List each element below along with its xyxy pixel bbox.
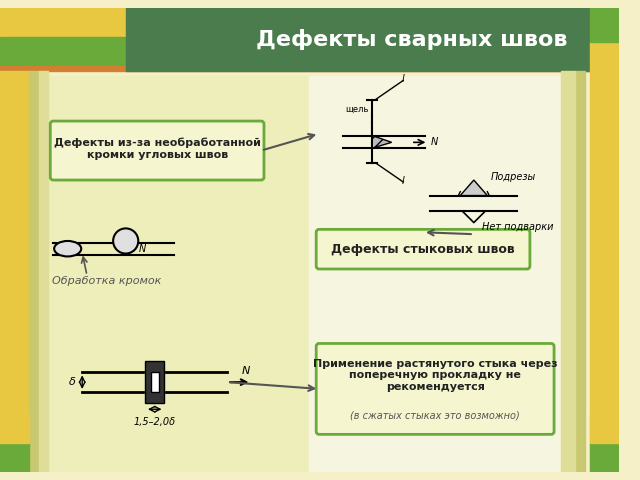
Bar <box>0 37 125 66</box>
Text: Обработка кромок: Обработка кромок <box>52 276 161 286</box>
Bar <box>309 76 570 472</box>
Text: Нет подварки: Нет подварки <box>481 222 553 232</box>
Bar <box>49 76 309 472</box>
Text: Дефекты из-за необработанной
кромки угловых швов: Дефекты из-за необработанной кромки угло… <box>54 138 260 160</box>
Text: N: N <box>430 137 438 147</box>
Text: Дефекты сварных швов: Дефекты сварных швов <box>256 29 568 50</box>
Bar <box>151 372 159 392</box>
Text: l: l <box>401 176 404 186</box>
Bar <box>0 443 29 472</box>
Text: Дефекты стыковых швов: Дефекты стыковых швов <box>332 243 515 256</box>
Text: Применение растянутого стыка через
поперечную прокладку не
рекомендуется: Применение растянутого стыка через попер… <box>313 359 557 392</box>
Bar <box>590 8 619 42</box>
Bar <box>590 443 619 472</box>
Polygon shape <box>372 135 392 148</box>
Bar <box>590 414 619 443</box>
Bar <box>0 8 125 37</box>
Ellipse shape <box>54 241 81 256</box>
Bar <box>0 66 619 71</box>
Polygon shape <box>460 180 487 195</box>
FancyBboxPatch shape <box>316 229 530 269</box>
Text: N: N <box>242 366 250 375</box>
Bar <box>575 71 585 472</box>
Bar <box>125 8 590 71</box>
Circle shape <box>113 228 138 253</box>
Bar <box>29 71 38 472</box>
Bar <box>0 414 29 443</box>
Bar <box>590 71 619 472</box>
Text: δ: δ <box>68 377 76 387</box>
Text: N: N <box>138 244 145 254</box>
FancyBboxPatch shape <box>51 121 264 180</box>
Bar <box>590 42 619 71</box>
Bar <box>145 361 164 403</box>
FancyBboxPatch shape <box>316 344 554 434</box>
Bar <box>49 76 309 472</box>
Bar <box>0 71 29 472</box>
Text: 1,5–2,0δ: 1,5–2,0δ <box>134 417 176 427</box>
Text: щель: щель <box>345 104 369 113</box>
Bar <box>561 71 575 472</box>
Text: (в сжатых стыках это возможно): (в сжатых стыках это возможно) <box>350 411 520 421</box>
Bar <box>38 71 49 472</box>
Text: l: l <box>401 74 404 84</box>
Text: Подрезы: Подрезы <box>492 172 536 182</box>
